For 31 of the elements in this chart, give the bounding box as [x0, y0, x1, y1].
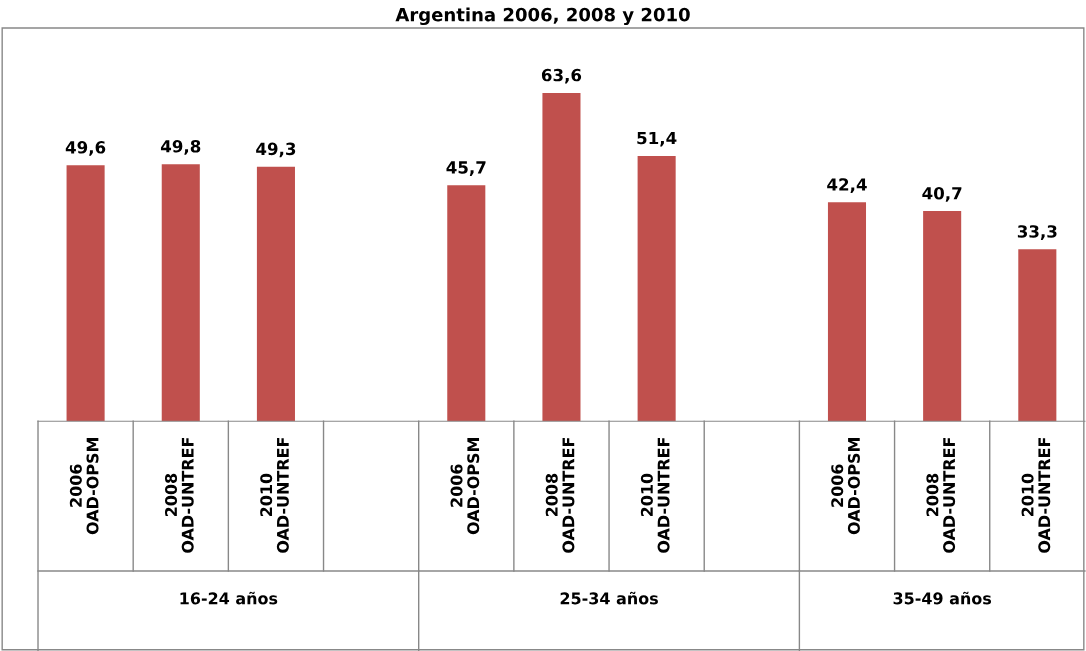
x-tick-label: 2006 OAD-OPSM [450, 438, 480, 535]
bar [161, 164, 200, 422]
bar [1018, 249, 1057, 422]
text: 25-34 años [560, 591, 658, 605]
bar [923, 211, 962, 422]
x-tick-label: 2010 OAD-UNTREF [640, 437, 670, 553]
bar [637, 155, 676, 422]
data-label: 63,6 [541, 68, 582, 84]
bar [542, 92, 581, 422]
data-label: 49,6 [65, 141, 106, 156]
chart-title: Argentina 2006, 2008 y 2010 [395, 7, 690, 26]
x-tick-label: 2010 OAD-UNTREF [1021, 437, 1051, 553]
x-tick-label: 2008 OAD-UNTREF [164, 437, 194, 553]
data-label: 40,7 [922, 186, 962, 202]
data-label: 51,4 [637, 131, 677, 147]
data-label: 33,3 [1017, 225, 1057, 240]
data-label: 49,3 [256, 142, 296, 158]
bar [256, 166, 295, 422]
x-tick-label: 2006 OAD-OPSM [69, 438, 99, 535]
data-label: 49,8 [160, 139, 201, 155]
bar [447, 185, 486, 422]
text: 16-24 años [180, 591, 278, 605]
x-tick-label: 2010 OAD-UNTREF [260, 437, 289, 553]
x-tick-label: 2008 OAD-UNTREF [926, 437, 956, 553]
bar [827, 202, 867, 422]
data-label: 42,4 [827, 178, 867, 193]
x-tick-label: 2008 OAD-UNTREF [545, 437, 575, 553]
text: 35-49 años [893, 591, 992, 605]
x-tick-label: 2006 OAD-OPSM [831, 438, 860, 535]
bar [66, 165, 105, 422]
data-label: 45,7 [446, 161, 486, 176]
